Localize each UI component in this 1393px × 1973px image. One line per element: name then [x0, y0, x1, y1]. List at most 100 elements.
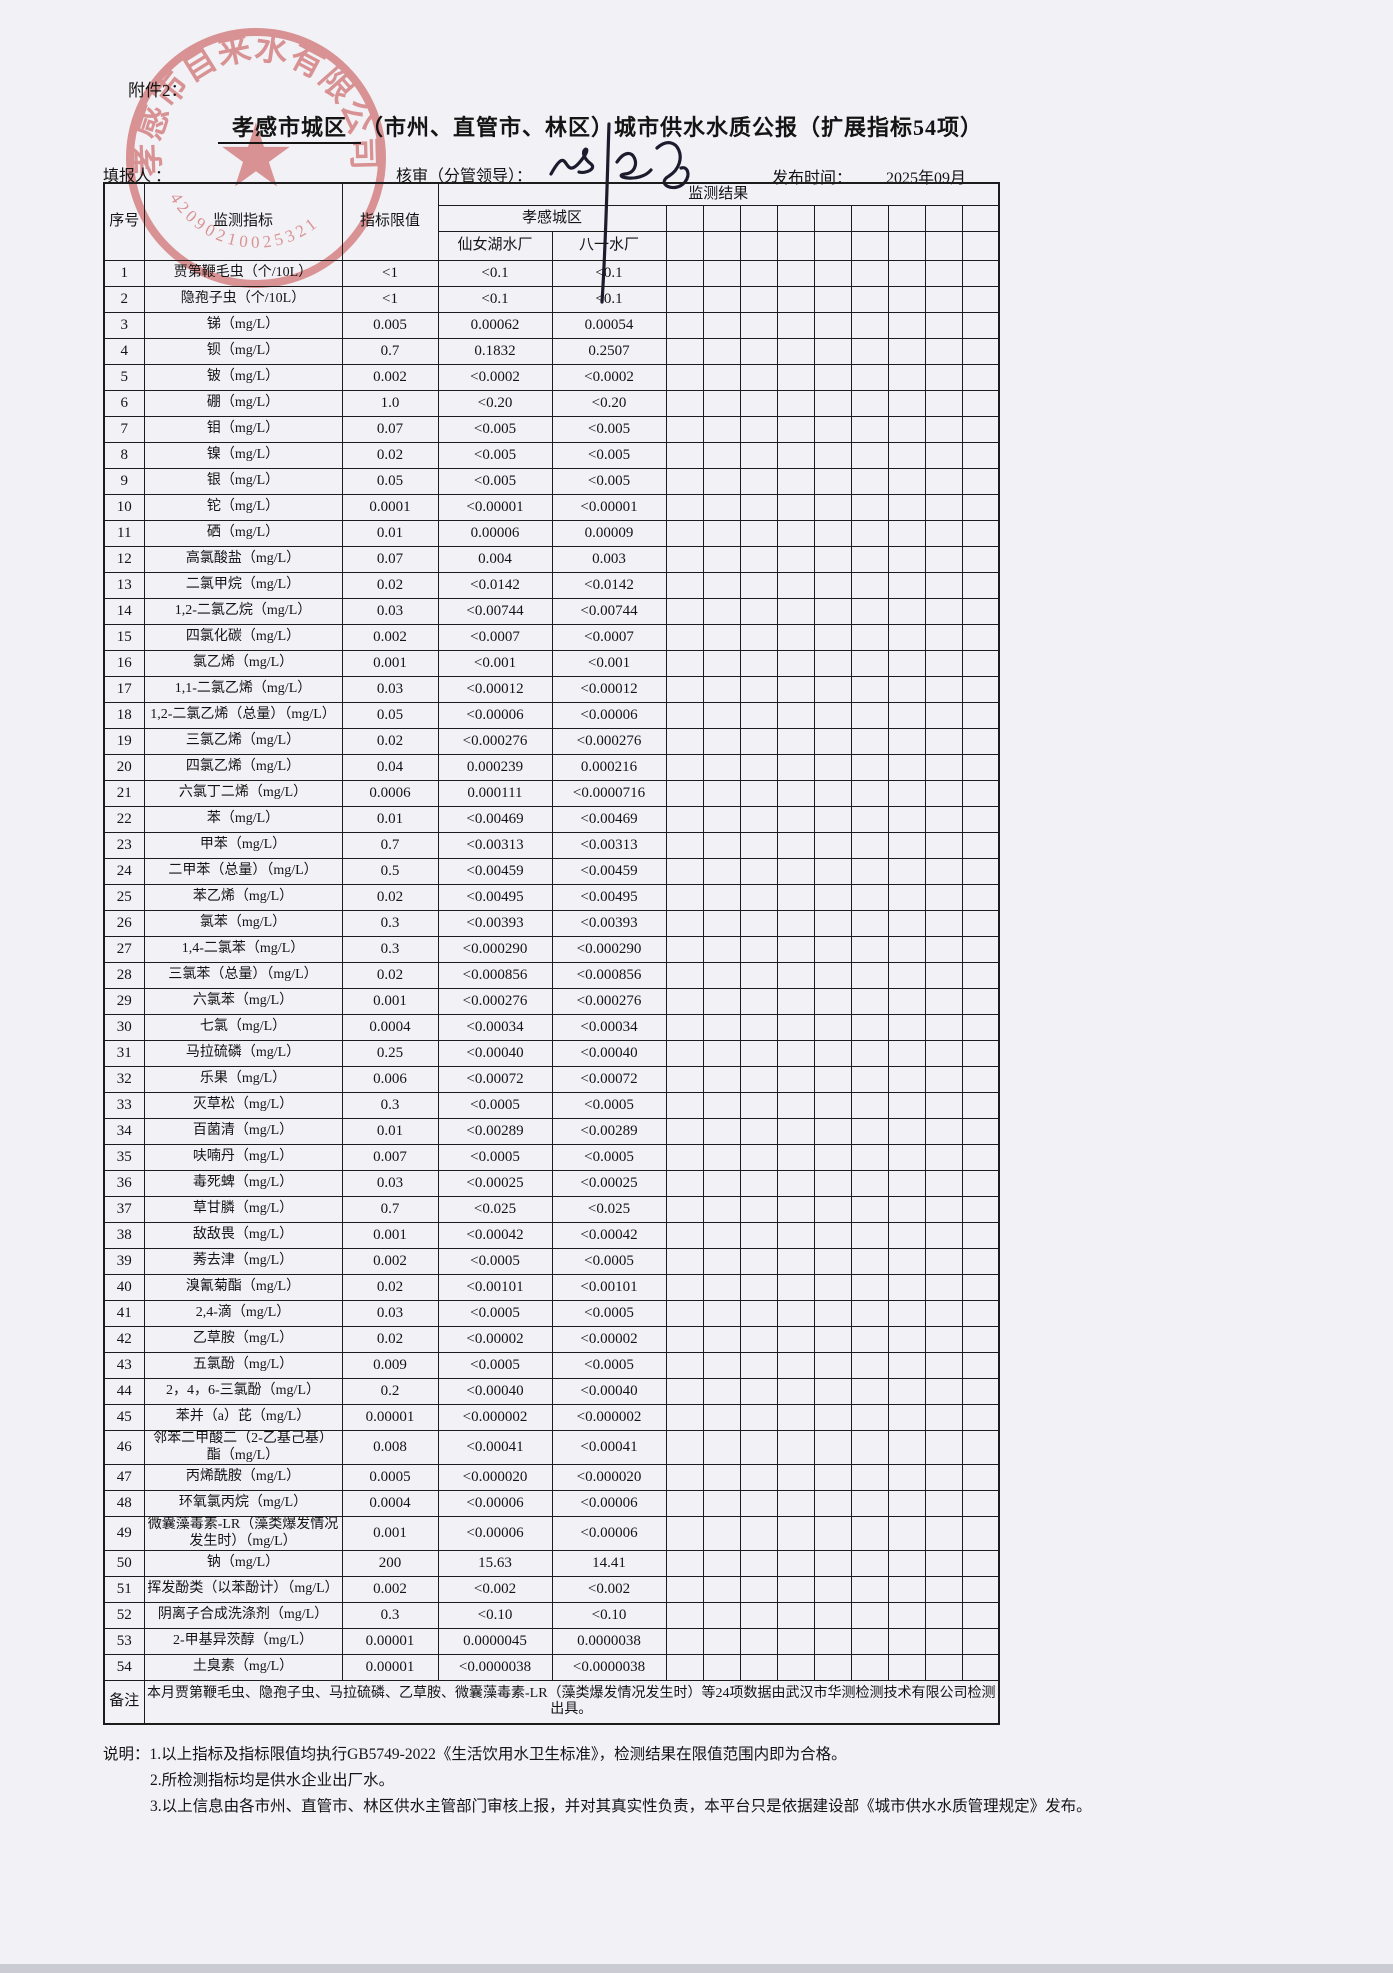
row-value-bayi: 0.00054	[551, 312, 667, 339]
empty-result-cell	[665, 1014, 704, 1041]
row-limit: 0.007	[341, 1144, 439, 1171]
table-row: 51 挥发酚类（以苯酚计）（mg/L） 0.002 <0.002 <0.002	[103, 1576, 1000, 1604]
row-limit: 0.02	[341, 442, 439, 469]
row-no: 23	[103, 832, 145, 859]
empty-result-cell	[887, 936, 926, 963]
empty-result-cell	[776, 624, 815, 651]
empty-result-cell	[813, 572, 852, 599]
row-value-xiannvhu: <0.00006	[437, 1516, 553, 1552]
empty-result-cell	[665, 468, 704, 495]
empty-result-cell	[665, 1326, 704, 1353]
empty-result-cell	[665, 702, 704, 729]
empty-result-cell	[665, 1274, 704, 1301]
row-value-xiannvhu: <0.000290	[437, 936, 553, 963]
empty-result-cell	[776, 754, 815, 781]
empty-result-cell	[665, 1654, 704, 1682]
empty-result-cell	[961, 988, 1000, 1015]
empty-result-cell	[850, 364, 889, 391]
row-limit: 0.02	[341, 962, 439, 989]
row-value-bayi: <0.025	[551, 1196, 667, 1223]
row-value-xiannvhu: <0.0142	[437, 572, 553, 599]
row-value-xiannvhu: <0.00006	[437, 1490, 553, 1518]
empty-result-cell	[665, 858, 704, 885]
empty-result-cell	[924, 364, 963, 391]
empty-result-cell	[776, 936, 815, 963]
empty-result-cell	[887, 780, 926, 807]
row-value-xiannvhu: 0.00006	[437, 520, 553, 547]
table-row: 5 铍（mg/L） 0.002 <0.0002 <0.0002	[103, 364, 1000, 391]
empty-result-cell	[665, 1352, 704, 1379]
row-value-xiannvhu: <0.000002	[437, 1404, 553, 1431]
scan-edge-shadow	[0, 1964, 1393, 1973]
empty-result-cell	[813, 676, 852, 703]
empty-result-cell	[739, 1490, 778, 1518]
empty-result-cell	[924, 1490, 963, 1518]
row-indicator: 丙烯酰胺（mg/L）	[143, 1464, 343, 1492]
row-limit: 0.00001	[341, 1628, 439, 1656]
table-row: 9 银（mg/L） 0.05 <0.005 <0.005	[103, 468, 1000, 495]
row-value-xiannvhu: <0.00744	[437, 598, 553, 625]
empty-result-cell	[961, 806, 1000, 833]
empty-result-cell	[665, 624, 704, 651]
row-value-bayi: <0.00040	[551, 1378, 667, 1405]
table-row: 48 环氧氯丙烷（mg/L） 0.0004 <0.00006 <0.00006	[103, 1490, 1000, 1518]
empty-result-cell	[887, 1378, 926, 1405]
empty-result-cell	[924, 936, 963, 963]
row-indicator: 铍（mg/L）	[143, 364, 343, 391]
row-value-bayi: <0.005	[551, 442, 667, 469]
empty-result-cell	[924, 260, 963, 287]
row-value-bayi: <0.00469	[551, 806, 667, 833]
empty-result-cell	[887, 1576, 926, 1604]
row-no: 20	[103, 754, 145, 781]
row-indicator: 毒死蜱（mg/L）	[143, 1170, 343, 1197]
row-no: 15	[103, 624, 145, 651]
row-value-xiannvhu: <0.0005	[437, 1352, 553, 1379]
row-limit: 0.03	[341, 598, 439, 625]
row-no: 34	[103, 1118, 145, 1145]
empty-result-cell	[961, 1222, 1000, 1249]
row-limit: 0.5	[341, 858, 439, 885]
empty-result-cell	[665, 1429, 704, 1466]
empty-result-cell	[739, 312, 778, 339]
row-value-bayi: <0.000290	[551, 936, 667, 963]
empty-result-cell	[776, 1490, 815, 1518]
table-row: 24 二甲苯（总量）（mg/L） 0.5 <0.00459 <0.00459	[103, 858, 1000, 885]
table-row: 35 呋喃丹（mg/L） 0.007 <0.0005 <0.0005	[103, 1144, 1000, 1171]
empty-result-cell	[702, 1378, 741, 1405]
empty-result-cell	[776, 364, 815, 391]
row-value-bayi: <0.1	[551, 260, 667, 287]
empty-result-cell	[924, 1274, 963, 1301]
empty-result-cell	[961, 364, 1000, 391]
empty-result-cell	[813, 286, 852, 313]
empty-result-cell	[813, 1274, 852, 1301]
empty-result-cell	[702, 364, 741, 391]
empty-result-cell	[739, 650, 778, 677]
empty-result-cell	[776, 546, 815, 573]
stamp-company-text: 孝感市自来水有限公司	[130, 29, 382, 177]
empty-result-cell	[813, 806, 852, 833]
row-limit: 0.07	[341, 546, 439, 573]
row-limit: 0.7	[341, 1196, 439, 1223]
empty-result-cell	[961, 754, 1000, 781]
row-no: 44	[103, 1378, 145, 1405]
row-limit: 0.006	[341, 1066, 439, 1093]
row-indicator: 环氧氯丙烷（mg/L）	[143, 1490, 343, 1518]
empty-result-cell	[813, 1144, 852, 1171]
empty-result-cell	[739, 1170, 778, 1197]
row-limit: 0.01	[341, 806, 439, 833]
row-value-bayi: <0.10	[551, 1602, 667, 1630]
empty-result-cell	[665, 1300, 704, 1327]
empty-result-cell	[739, 1248, 778, 1275]
row-no: 51	[103, 1576, 145, 1604]
header-indicator: 监测指标	[143, 182, 343, 261]
empty-result-cell	[702, 884, 741, 911]
empty-result-cell	[813, 1550, 852, 1578]
empty-result-cell	[924, 416, 963, 443]
table-row: 28 三氯苯（总量）（mg/L） 0.02 <0.000856 <0.00085…	[103, 962, 1000, 989]
empty-result-cell	[887, 702, 926, 729]
empty-result-cell	[961, 286, 1000, 313]
empty-result-cell	[702, 1222, 741, 1249]
row-no: 3	[103, 312, 145, 339]
empty-result-cell	[702, 312, 741, 339]
row-value-xiannvhu: <0.0005	[437, 1248, 553, 1275]
